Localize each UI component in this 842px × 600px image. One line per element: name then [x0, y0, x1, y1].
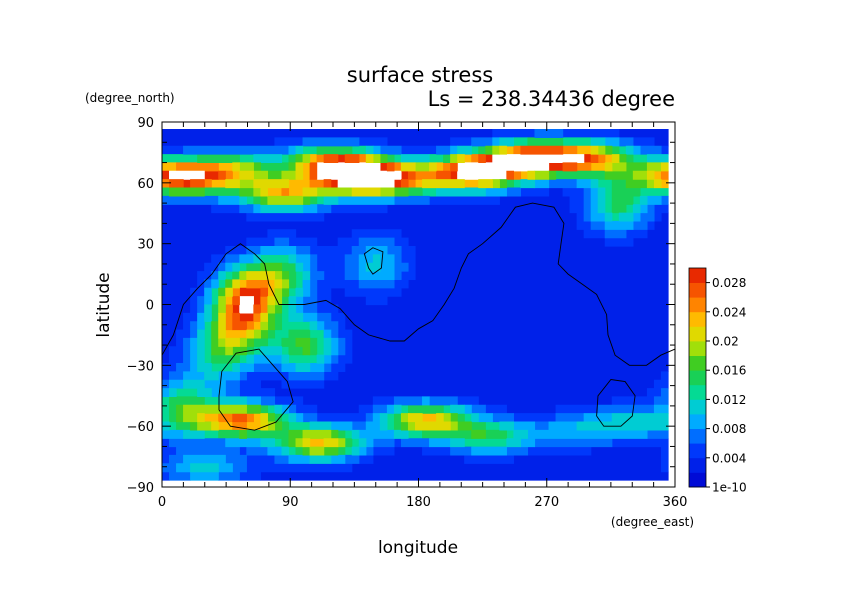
colorbar-segment: [689, 311, 706, 327]
y-tick-label: 30: [137, 238, 154, 253]
colorbar-label: 0.016: [712, 364, 746, 378]
field-level-band: [197, 145, 669, 448]
colorbar-segment: [689, 341, 706, 356]
colorbar-label: 0.012: [712, 393, 746, 407]
colorbar-segment: [689, 355, 706, 371]
colorbar-label: 0.02: [712, 335, 739, 349]
field-level-band: [183, 145, 662, 456]
colorbar-segment: [689, 443, 706, 459]
colorbar-segment: [689, 297, 706, 313]
x-tick-label: 0: [158, 495, 166, 510]
x-tick-label: 360: [663, 495, 688, 510]
colorbar-frame: [688, 267, 707, 488]
y-tick-label: 60: [137, 177, 154, 192]
coastline-contours: [162, 202, 675, 431]
y-tick-label: −30: [127, 359, 154, 374]
colorbar-label: 0.028: [712, 276, 746, 290]
coastline-contour: [596, 379, 636, 427]
colorbar-segment: [689, 457, 706, 473]
x-axis-label: longitude: [378, 538, 458, 558]
x-tick-label: 270: [534, 495, 559, 510]
chart-title: surface stress: [347, 63, 493, 87]
coastline-contour: [162, 202, 675, 366]
y-units-label: (degree_north): [85, 91, 175, 105]
x-tick-label: 180: [406, 495, 431, 510]
colorbar: 0.028 0.024 0.02 0.016 0.012 0.008 0.004 1e-10: [688, 267, 747, 495]
colorbar-segment: [689, 370, 706, 386]
y-axis-label: latitude: [94, 272, 114, 337]
colorbar-segment: [689, 472, 706, 488]
y-tick-label: −60: [127, 420, 154, 435]
field-level-band: [162, 145, 669, 448]
colorbar-label: 0.004: [712, 451, 746, 465]
colorbar-label: 0.024: [712, 305, 746, 319]
colorbar-label: 1e-10: [712, 481, 747, 495]
x-units-label: (degree_east): [611, 515, 694, 529]
colorbar-label: 0.008: [712, 422, 746, 436]
colorbar-segment: [689, 414, 706, 429]
x-tick-label: 90: [282, 495, 299, 510]
field-level-band: [162, 129, 669, 481]
colorbar-segment: [689, 268, 706, 283]
colorbar-segment: [689, 384, 706, 400]
coastline-contour: [218, 348, 294, 431]
field-level-band: [162, 129, 669, 481]
chart-subtitle: Ls = 238.34436 degree: [428, 87, 675, 111]
coastline-contour: [363, 247, 384, 275]
colorbar-segment: [689, 326, 706, 342]
colorbar-segment: [689, 428, 706, 444]
stress-field: [162, 129, 669, 481]
colorbar-segment: [689, 282, 706, 298]
y-tick-label: −90: [127, 481, 154, 496]
field-level-band: [169, 154, 585, 314]
field-level-band: [162, 129, 669, 481]
colorbar-segment: [689, 399, 706, 415]
axis-ticks: 0 90 180 270 360 90 60 30 0 −30 −60 −90: [127, 116, 688, 510]
y-tick-label: 0: [146, 299, 154, 314]
y-tick-label: 90: [137, 116, 154, 131]
